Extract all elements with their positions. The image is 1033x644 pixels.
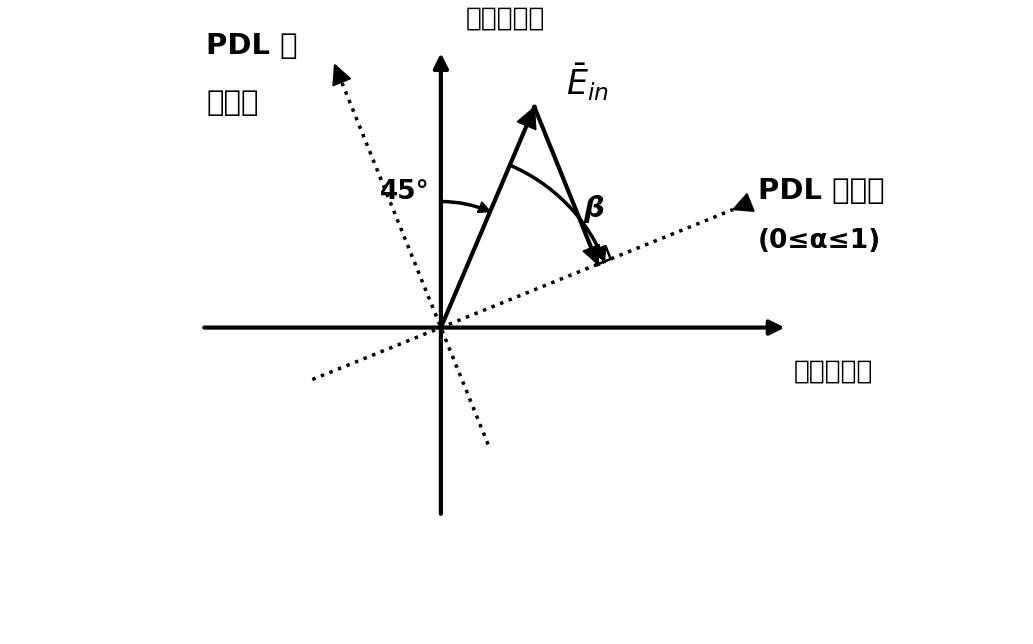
Text: (0≤α≤1): (0≤α≤1) [758, 228, 881, 254]
Text: 慢偏振主轴: 慢偏振主轴 [466, 5, 545, 32]
Polygon shape [594, 247, 605, 261]
Polygon shape [518, 107, 536, 129]
Polygon shape [583, 245, 599, 264]
Text: β: β [584, 195, 604, 223]
Text: PDL 衰减轴: PDL 衰减轴 [758, 176, 885, 205]
Text: 45°: 45° [379, 178, 429, 205]
Text: $\bar{E}_{in}$: $\bar{E}_{in}$ [566, 61, 609, 102]
Text: PDL 非: PDL 非 [207, 32, 298, 61]
Polygon shape [733, 194, 754, 211]
Text: 快偏振主轴: 快偏振主轴 [793, 359, 873, 384]
Text: 衰减轴: 衰减轴 [207, 89, 259, 117]
Polygon shape [333, 64, 350, 86]
Polygon shape [477, 202, 490, 213]
